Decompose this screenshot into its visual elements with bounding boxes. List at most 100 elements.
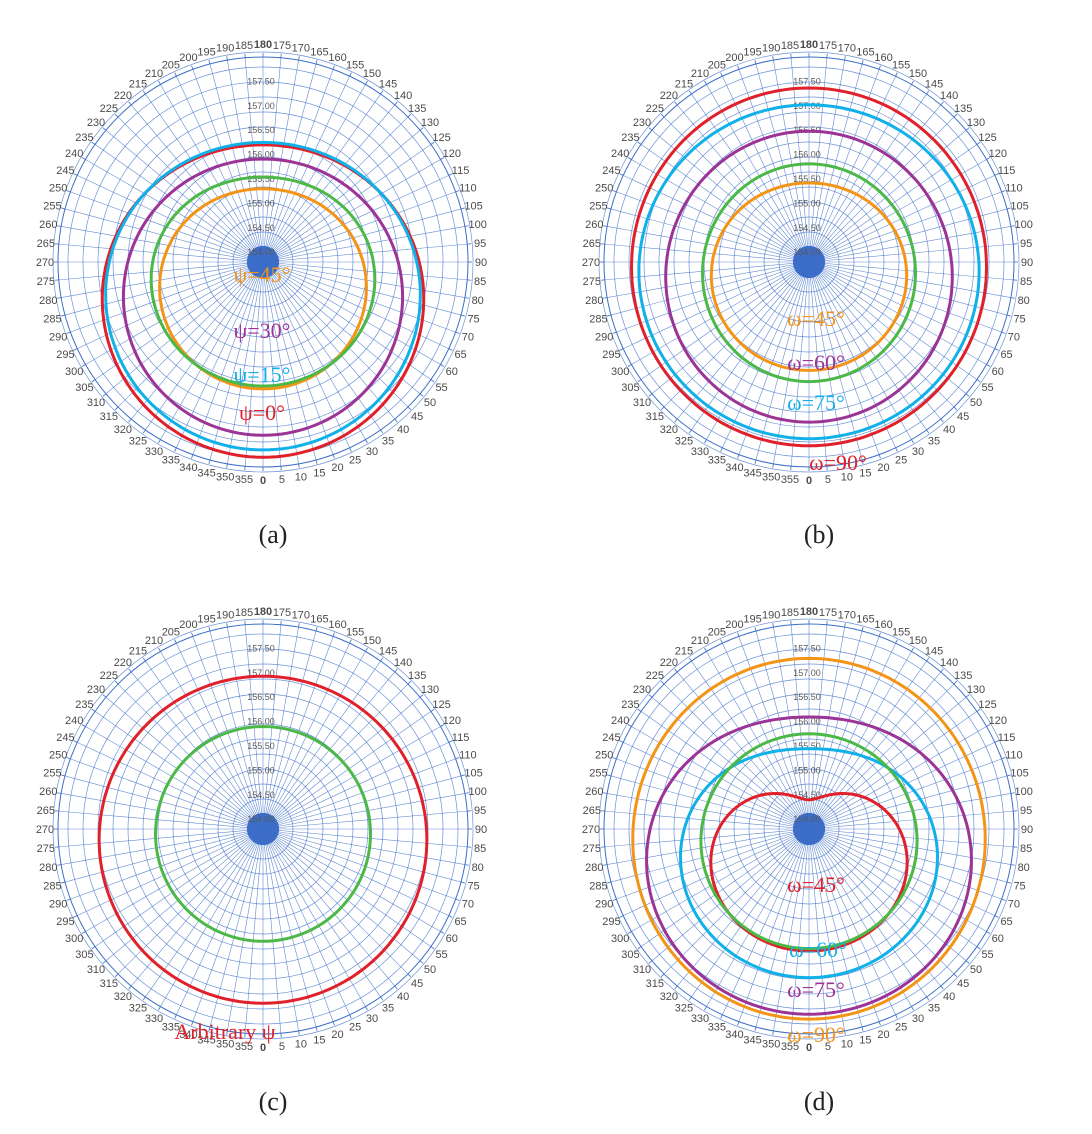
- theta-tick-label: 95: [1020, 805, 1032, 817]
- grid-spoke: [262, 828, 282, 1034]
- grid-tick: [349, 639, 352, 644]
- theta-tick-label: 205: [162, 59, 180, 71]
- theta-tick-label: 5: [279, 1041, 285, 1053]
- grid-tick: [380, 657, 384, 662]
- theta-tick-label: 275: [583, 276, 601, 288]
- curve-annotation: ω=45°: [787, 872, 845, 897]
- grid-spoke: [77, 261, 264, 349]
- grid-tick: [772, 56, 774, 61]
- theta-tick-label: 90: [1021, 824, 1033, 836]
- theta-tick-label: 40: [397, 424, 409, 436]
- grid-tick: [464, 297, 469, 299]
- grid-tick: [648, 127, 653, 131]
- theta-tick-label: 215: [675, 645, 693, 657]
- grid-tick: [720, 72, 723, 77]
- grid-tick: [607, 314, 612, 317]
- theta-tick-label: 265: [583, 238, 601, 250]
- theta-tick-label: 340: [725, 462, 743, 474]
- grid-tick: [704, 647, 707, 652]
- grid-tick: [953, 973, 958, 978]
- theta-tick-label: 115: [452, 165, 470, 177]
- grid-tick: [81, 724, 86, 727]
- theta-tick-label: 60: [992, 933, 1004, 945]
- grid-spoke: [640, 144, 810, 263]
- grid-tick: [861, 627, 864, 632]
- grid-spoke: [773, 261, 810, 464]
- theta-tick-label: 125: [432, 132, 450, 144]
- grid-tick: [208, 627, 211, 632]
- grid-tick: [191, 1021, 194, 1026]
- grid-tick: [114, 406, 119, 411]
- grid-spoke: [808, 828, 978, 947]
- grid-spoke: [663, 261, 810, 408]
- theta-tick-label: 170: [838, 609, 856, 621]
- grid-spoke: [262, 711, 432, 830]
- grid-tick: [976, 946, 981, 950]
- theta-tick-label: 240: [65, 148, 83, 160]
- radial-tick-label: 155.00: [793, 765, 821, 775]
- grid-spoke: [808, 643, 896, 830]
- grid-spoke: [262, 104, 396, 263]
- grid-tick: [61, 314, 66, 317]
- theta-tick-label: 270: [36, 257, 54, 269]
- grid-tick: [419, 694, 424, 698]
- grid-spoke: [808, 261, 942, 420]
- theta-tick-label: 355: [235, 474, 253, 486]
- theta-tick-label: 345: [197, 468, 215, 480]
- theta-tick-label: 345: [197, 1035, 215, 1047]
- grid-spoke: [262, 775, 462, 830]
- theta-tick-label: 120: [443, 715, 461, 727]
- grid-tick: [128, 101, 132, 106]
- grid-tick: [464, 225, 469, 227]
- grid-spoke: [808, 775, 1008, 830]
- grid-spoke: [262, 261, 421, 395]
- radial-tick-label: 156.50: [247, 692, 275, 702]
- grid-tick: [994, 348, 999, 351]
- grid-tick: [91, 708, 96, 712]
- theta-tick-label: 345: [743, 1035, 761, 1047]
- grid-spoke: [663, 828, 810, 975]
- grid-tick: [158, 1006, 161, 1011]
- radial-tick-label: 157.50: [793, 76, 821, 86]
- radial-tick-label: 154.50: [247, 790, 275, 800]
- grid-tick: [114, 973, 119, 978]
- theta-tick-label: 80: [472, 295, 484, 307]
- grid-tick: [660, 113, 665, 118]
- grid-tick: [926, 657, 930, 662]
- grid-tick: [407, 113, 412, 118]
- theta-tick-label: 230: [633, 684, 651, 696]
- theta-tick-label: 100: [469, 786, 487, 798]
- grid-spoke: [77, 175, 264, 263]
- theta-tick-label: 285: [43, 313, 61, 325]
- grid-tick: [737, 1021, 740, 1026]
- grid-tick: [1010, 792, 1015, 794]
- theta-tick-label: 310: [87, 397, 105, 409]
- grid-tick: [365, 1006, 368, 1011]
- grid-spoke: [808, 93, 927, 263]
- theta-tick-label: 200: [725, 619, 743, 631]
- grid-spoke: [262, 793, 465, 830]
- grid-spoke: [808, 261, 863, 461]
- grid-tick: [81, 931, 86, 934]
- grid-tick: [737, 454, 740, 459]
- radial-tick-label: 154.50: [793, 223, 821, 233]
- theta-tick-label: 150: [363, 635, 381, 647]
- grid-spoke: [262, 828, 468, 848]
- grid-tick: [965, 960, 970, 964]
- series-curve: [158, 187, 368, 391]
- grid-tick: [448, 915, 453, 918]
- grid-tick: [142, 429, 146, 434]
- grid-circle: [52, 51, 474, 473]
- grid-tick: [895, 447, 898, 452]
- theta-tick-label: 45: [411, 411, 423, 423]
- theta-tick-label: 190: [762, 609, 780, 621]
- grid-tick: [648, 393, 653, 397]
- theta-tick-label: 170: [292, 609, 310, 621]
- theta-tick-label: 240: [65, 715, 83, 727]
- grid-tick: [940, 985, 944, 990]
- theta-tick-label: 130: [967, 684, 985, 696]
- grid-tick: [419, 960, 424, 964]
- grid-spoke: [262, 758, 456, 830]
- theta-tick-label: 300: [65, 933, 83, 945]
